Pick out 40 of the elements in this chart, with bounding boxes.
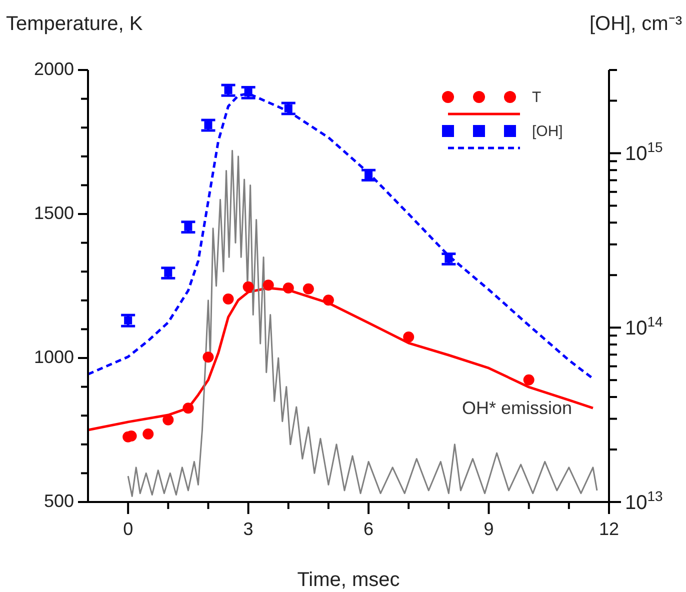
- point: [242, 281, 254, 292]
- x-tick-label: 0: [123, 519, 134, 539]
- y-tick-label: 1000: [34, 346, 74, 367]
- point: [124, 316, 132, 324]
- point: [244, 88, 252, 96]
- y-tick-label: 500: [44, 490, 74, 511]
- point: [262, 280, 274, 291]
- point: [222, 293, 234, 304]
- line-series: [127, 150, 598, 497]
- point: [282, 282, 294, 294]
- y2-tick-label: 10$^{15}$: [625, 139, 664, 166]
- point: [364, 170, 373, 179]
- x-tick-label: 6: [364, 519, 374, 539]
- point: [164, 268, 172, 277]
- x-tick-label: 3: [243, 519, 254, 539]
- point: [302, 283, 314, 294]
- point: [182, 402, 194, 414]
- point: [284, 104, 292, 112]
- point: [322, 294, 334, 306]
- y-tick-label: 1500: [34, 202, 74, 223]
- x-axis-title: Time, msec: [297, 569, 400, 591]
- y2-tick-label: 10$^{13}$: [625, 488, 664, 514]
- x-tick-label: 12: [598, 519, 620, 539]
- point: [444, 254, 453, 263]
- point: [403, 331, 414, 342]
- legend-label: T: [532, 89, 542, 106]
- y2-tick-label: 10$^{14}$: [625, 314, 664, 340]
- y-tick-label: 2000: [34, 58, 74, 79]
- point: [523, 374, 534, 386]
- point: [162, 414, 174, 426]
- point: [142, 428, 154, 440]
- point: [224, 86, 232, 94]
- point: [202, 352, 214, 363]
- y2-axis-title: [OH], cm⁻³: [589, 13, 682, 35]
- legend-label: [OH]: [532, 123, 563, 140]
- y-axis-title: Temperature, K: [6, 13, 144, 35]
- point: [204, 121, 212, 130]
- series-label: OH* emission: [462, 398, 572, 418]
- point: [184, 222, 192, 231]
- x-tick-label: 9: [484, 519, 494, 539]
